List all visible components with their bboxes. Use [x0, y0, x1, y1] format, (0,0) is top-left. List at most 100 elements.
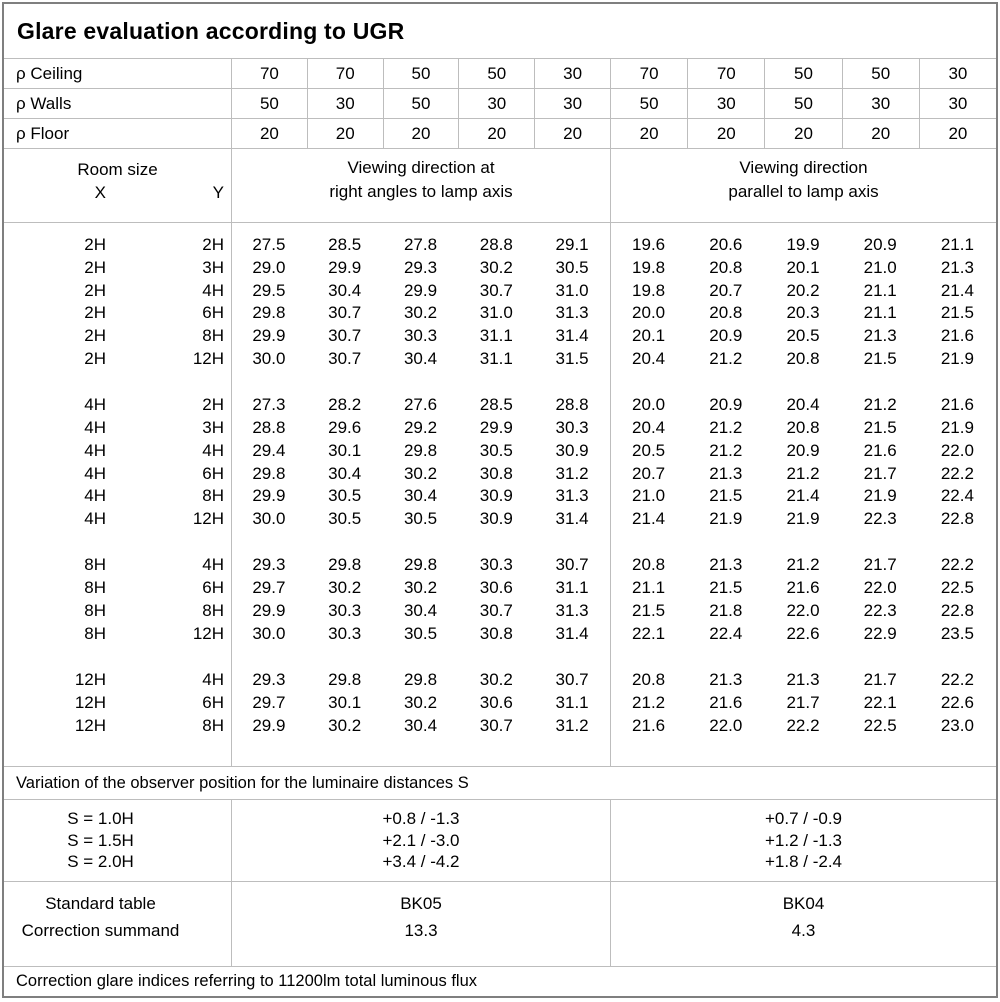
room-size-x-value: 2H [84, 303, 106, 323]
room-size-x-header: X [94, 183, 106, 202]
variation-parallel-values: +0.7 / -0.9 +1.2 / -1.3 +1.8 / -2.4 [610, 800, 996, 881]
ugr-value-crosswise: 30.9 [479, 509, 513, 529]
ugr-value-parallel: 21.0 [863, 257, 897, 277]
ugr-value-parallel: 21.3 [709, 669, 743, 689]
ugr-value-parallel: 22.4 [709, 623, 743, 643]
room-size-label: Room size [77, 160, 158, 179]
ugr-value-crosswise: 30.2 [403, 578, 438, 598]
ugr-value-parallel: 22.0 [709, 715, 743, 735]
ugr-value-parallel: 22.2 [940, 555, 974, 575]
reflectance-value-cell: 30 [306, 89, 383, 118]
ugr-data-row: 12H 6H 29.7 30.1 30.2 30.6 31.1 21.2 21.6 21.7 22.… [4, 692, 996, 715]
ugr-value-crosswise: 30.0 [252, 509, 286, 529]
vertical-grid-line [231, 223, 232, 766]
ugr-data-row: 2H 2H 27.5 28.5 27.8 28.8 29.1 19.6 20.6 19.9 20.9… [4, 234, 996, 257]
ugr-value-crosswise: 31.3 [555, 600, 589, 620]
ugr-value-parallel: 19.9 [786, 235, 820, 254]
ugr-value-crosswise: 29.8 [403, 440, 438, 460]
observer-variation-section: S = 1.0H S = 1.5H S = 2.0H +0.8 / -1.3 +… [4, 800, 996, 882]
reflectance-value-cell: 70 [609, 59, 687, 88]
page-title: Glare evaluation according to UGR [4, 4, 996, 59]
reflectance-row: ρ Floor 20 20 20 20 20 20 20 20 20 20 [4, 119, 996, 149]
ugr-value-parallel: 22.8 [940, 509, 974, 529]
ugr-value-crosswise: 30.7 [555, 555, 589, 575]
ugr-value-crosswise: 28.8 [252, 417, 286, 437]
summary-labels: Standard table Correction summand [21, 894, 180, 940]
ugr-value-crosswise: 30.2 [328, 715, 362, 735]
reflectance-value-cell: 50 [764, 89, 841, 118]
ugr-data-row: 4H 12H 30.0 30.5 30.5 30.9 31.4 21.4 21.9 21.9 22.… [4, 508, 996, 531]
ugr-value-parallel: 21.5 [940, 303, 974, 323]
ugr-value-crosswise: 31.4 [555, 509, 589, 529]
ugr-value-parallel: 21.9 [940, 417, 974, 437]
ugr-value-parallel: 20.0 [632, 303, 666, 323]
reflectance-value-cell: 30 [841, 89, 919, 118]
room-size-x-value: 8H [84, 623, 106, 643]
ugr-data-row: 8H 12H 30.0 30.3 30.5 30.8 31.4 22.1 22.4 22.6 22.… [4, 623, 996, 646]
summary-section: Standard table Correction summand BK05 1… [4, 882, 996, 967]
ugr-value-parallel: 21.2 [709, 348, 743, 368]
ugr-value-parallel: 22.2 [940, 463, 974, 483]
ugr-value-crosswise: 28.2 [328, 395, 362, 415]
ugr-value-parallel: 21.0 [632, 486, 666, 506]
ugr-value-parallel: 22.0 [786, 600, 820, 620]
reflectance-value-cell: 20 [609, 119, 687, 148]
ugr-value-crosswise: 29.6 [328, 417, 362, 437]
variation-crosswise-values: +0.8 / -1.3 +2.1 / -3.0 +3.4 / -4.2 [231, 800, 610, 881]
ugr-value-crosswise: 30.9 [479, 486, 513, 506]
ugr-value-crosswise: 27.5 [252, 235, 286, 254]
ugr-value-parallel: 22.5 [940, 578, 974, 598]
ugr-data-row: 4H 8H 29.9 30.5 30.4 30.9 31.3 21.0 21.5 21.4 21.9… [4, 485, 996, 508]
ugr-value-crosswise: 30.7 [328, 348, 362, 368]
ugr-value-crosswise: 31.2 [555, 715, 589, 735]
ugr-value-crosswise: 30.3 [328, 600, 362, 620]
block-gap [4, 531, 996, 554]
ugr-value-crosswise: 30.7 [479, 715, 513, 735]
ugr-value-crosswise: 29.9 [252, 486, 286, 506]
ugr-value-crosswise: 30.5 [555, 257, 589, 277]
ugr-value-parallel: 21.7 [863, 463, 897, 483]
ugr-value-parallel: 21.1 [863, 303, 897, 323]
ugr-value-parallel: 19.6 [632, 235, 666, 254]
block-gap [4, 646, 996, 669]
ugr-value-parallel: 20.5 [786, 326, 820, 346]
ugr-data-row: 8H 6H 29.7 30.2 30.2 30.6 31.1 21.1 21.5 21.6 22.0… [4, 577, 996, 600]
ugr-value-parallel: 20.4 [786, 395, 820, 415]
ugr-value-crosswise: 30.8 [479, 623, 513, 643]
ugr-value-crosswise: 29.9 [403, 280, 438, 300]
ugr-value-parallel: 21.1 [632, 578, 666, 598]
reflectance-value-cell: 20 [231, 119, 307, 148]
ugr-value-parallel: 21.5 [863, 417, 897, 437]
variation-note: Variation of the observer position for t… [4, 767, 996, 800]
ugr-data-row: 4H 6H 29.8 30.4 30.2 30.8 31.2 20.7 21.3 21.2 21.7… [4, 463, 996, 486]
ugr-value-parallel: 21.5 [709, 486, 743, 506]
reflectance-value-cell: 20 [458, 119, 534, 148]
reflectance-value-cell: 50 [382, 59, 459, 88]
ugr-value-crosswise: 29.2 [403, 417, 438, 437]
ugr-value-parallel: 21.2 [709, 440, 743, 460]
room-size-x-value: 12H [74, 692, 106, 712]
room-size-y-value: 6H [202, 692, 224, 712]
ugr-value-crosswise: 28.5 [328, 235, 362, 254]
ugr-value-crosswise: 31.3 [555, 486, 589, 506]
reflectance-value-cell: 50 [458, 59, 534, 88]
room-size-x-value: 4H [84, 463, 106, 483]
ugr-value-crosswise: 30.4 [403, 348, 438, 368]
ugr-value-crosswise: 30.3 [479, 555, 513, 575]
ugr-value-parallel: 23.5 [940, 623, 974, 643]
reflectance-row: ρ Ceiling 70 70 50 50 30 70 70 50 50 30 [4, 59, 996, 89]
ugr-value-parallel: 22.4 [940, 486, 974, 506]
ugr-value-crosswise: 30.1 [328, 440, 362, 460]
ugr-value-parallel: 21.1 [940, 235, 974, 254]
ugr-value-crosswise: 29.8 [252, 463, 286, 483]
ugr-value-crosswise: 28.8 [555, 395, 589, 415]
ugr-value-parallel: 21.5 [863, 348, 897, 368]
ugr-value-crosswise: 31.0 [555, 280, 589, 300]
ugr-value-crosswise: 30.2 [403, 303, 438, 323]
ugr-value-parallel: 20.8 [786, 348, 820, 368]
room-size-x-value: 2H [84, 326, 106, 346]
ugr-value-crosswise: 31.4 [555, 326, 589, 346]
ugr-value-parallel: 21.2 [632, 692, 666, 712]
reflectance-value-cell: 30 [458, 89, 534, 118]
ugr-value-crosswise: 30.3 [328, 623, 362, 643]
